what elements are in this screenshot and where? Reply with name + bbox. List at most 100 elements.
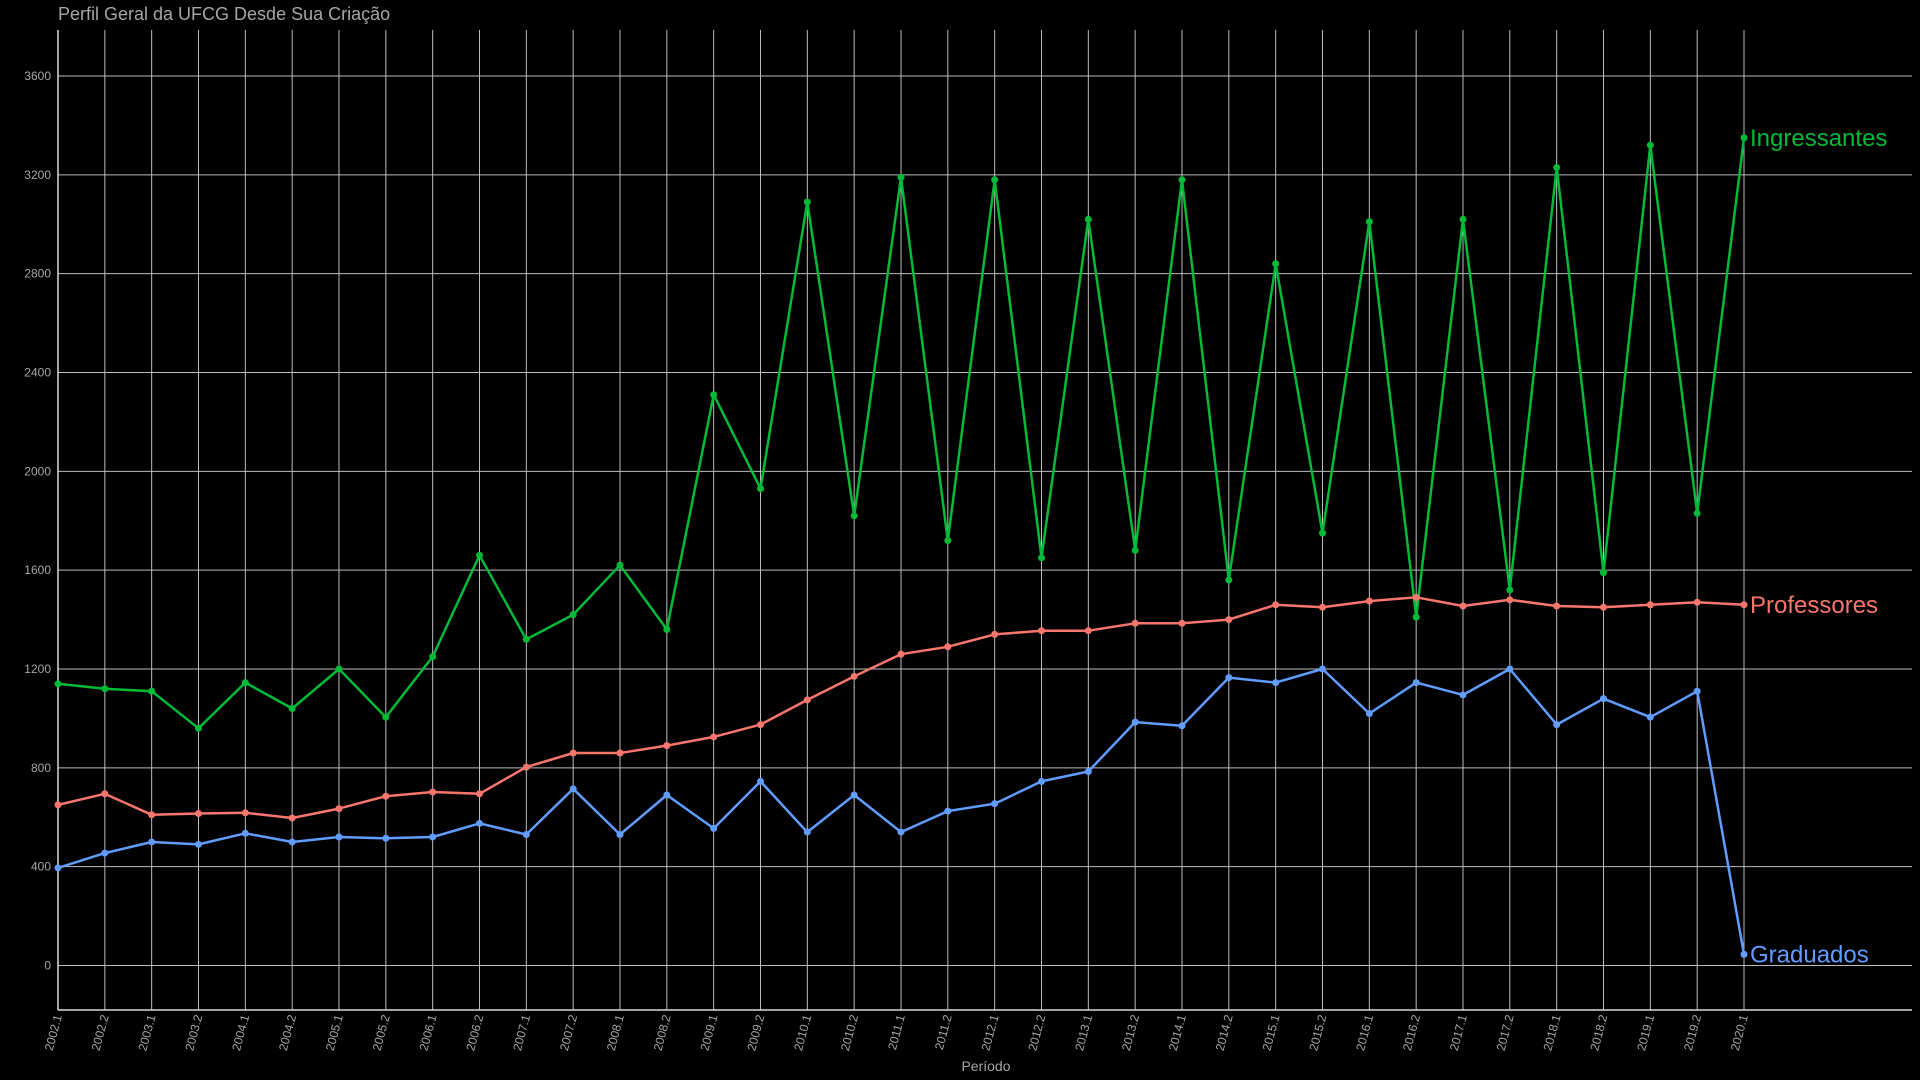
data-point-ingressantes — [1225, 576, 1233, 584]
data-point-graduados — [101, 849, 109, 857]
data-point-graduados — [850, 791, 858, 799]
x-tick-label: 2016.1 — [1353, 1013, 1376, 1052]
data-point-graduados — [1412, 679, 1420, 687]
data-point-graduados — [241, 829, 249, 837]
data-point-ingressantes — [1412, 613, 1420, 621]
x-tick-label: 2002.2 — [89, 1013, 112, 1052]
x-tick-label: 2002.1 — [42, 1013, 65, 1052]
data-point-ingressantes — [1693, 509, 1701, 517]
data-point-graduados — [757, 777, 764, 785]
data-point-professores — [944, 643, 952, 651]
data-point-graduados — [382, 834, 390, 842]
y-tick-label: 2400 — [24, 366, 51, 380]
x-tick-label: 2011.2 — [932, 1013, 955, 1052]
x-tick-label: 2007.2 — [557, 1013, 580, 1052]
data-point-professores — [616, 749, 624, 757]
data-point-ingressantes — [1272, 260, 1280, 268]
y-tick-label: 400 — [31, 860, 51, 874]
data-point-professores — [382, 792, 390, 800]
x-tick-label: 2004.2 — [276, 1013, 299, 1052]
data-point-graduados — [1506, 665, 1514, 673]
data-point-graduados — [710, 824, 718, 832]
data-point-graduados — [1038, 777, 1045, 785]
data-point-professores — [757, 721, 764, 729]
data-point-graduados — [1178, 722, 1186, 730]
x-tick-label: 2003.2 — [182, 1013, 205, 1052]
data-point-ingressantes — [1506, 586, 1514, 594]
data-point-ingressantes — [382, 713, 390, 721]
data-point-professores — [991, 630, 999, 638]
data-point-graduados — [803, 828, 811, 836]
y-tick-label: 1200 — [24, 662, 51, 676]
x-tick-label: 2009.2 — [744, 1013, 767, 1052]
data-point-graduados — [1740, 950, 1748, 958]
x-tick-label: 2013.2 — [1119, 1013, 1142, 1052]
data-point-professores — [1319, 603, 1326, 611]
x-tick-label: 2009.1 — [698, 1013, 721, 1052]
data-point-graduados — [1131, 718, 1139, 726]
data-point-graduados — [1600, 695, 1607, 703]
data-point-ingressantes — [1646, 141, 1654, 149]
series-label-professores: Professores — [1750, 592, 1878, 619]
data-point-professores — [1412, 593, 1420, 601]
data-point-graduados — [195, 840, 202, 848]
data-point-graduados — [1553, 721, 1561, 729]
data-point-professores — [195, 810, 202, 818]
data-point-professores — [1038, 627, 1045, 635]
x-tick-label: 2014.1 — [1166, 1013, 1189, 1052]
data-point-professores — [148, 811, 156, 819]
data-point-professores — [1272, 601, 1280, 609]
series-label-graduados: Graduados — [1750, 941, 1869, 968]
x-tick-label: 2010.1 — [791, 1013, 814, 1052]
data-point-ingressantes — [1178, 176, 1186, 184]
data-point-graduados — [148, 838, 156, 846]
data-point-ingressantes — [897, 173, 905, 181]
data-point-professores — [288, 814, 296, 822]
x-tick-labels: 2002.1 2002.2 2003.1 2003.2 2004.1 2004.2 2005… — [42, 1013, 1751, 1052]
data-point-ingressantes — [1084, 215, 1092, 223]
data-point-professores — [1740, 601, 1748, 609]
series-points — [54, 134, 1748, 958]
data-point-graduados — [1693, 687, 1701, 695]
x-tick-label: 2012.2 — [1025, 1013, 1048, 1052]
data-point-graduados — [1272, 679, 1280, 687]
data-point-ingressantes — [54, 680, 62, 688]
data-point-ingressantes — [335, 665, 343, 673]
y-tick-label: 0 — [44, 959, 51, 973]
data-point-professores — [1600, 603, 1607, 611]
data-point-professores — [1693, 598, 1701, 606]
data-point-ingressantes — [616, 561, 624, 569]
data-point-ingressantes — [991, 176, 999, 184]
data-point-professores — [1553, 602, 1561, 610]
y-tick-label: 1600 — [24, 563, 51, 577]
data-point-professores — [522, 763, 530, 771]
data-point-ingressantes — [241, 679, 249, 687]
data-point-graduados — [569, 785, 577, 793]
x-tick-label: 2011.1 — [885, 1013, 908, 1052]
x-tick-label: 2019.2 — [1681, 1013, 1704, 1052]
data-point-ingressantes — [429, 653, 437, 661]
x-axis-title: Período — [961, 1058, 1010, 1074]
data-point-ingressantes — [1038, 554, 1045, 562]
data-point-professores — [1506, 596, 1514, 604]
data-point-ingressantes — [476, 551, 483, 559]
data-point-graduados — [944, 807, 952, 815]
data-point-professores — [54, 801, 62, 809]
x-tick-label: 2008.1 — [604, 1013, 627, 1052]
x-tick-label: 2006.2 — [463, 1013, 486, 1052]
chart-title: Perfil Geral da UFCG Desde Sua Criação — [58, 4, 390, 24]
data-point-graduados — [1365, 709, 1373, 717]
data-point-graduados — [476, 819, 483, 827]
x-tick-label: 2015.2 — [1306, 1013, 1329, 1052]
x-tick-label: 2007.1 — [510, 1013, 533, 1052]
y-tick-label: 3600 — [24, 69, 51, 83]
data-point-graduados — [616, 831, 624, 839]
data-point-graduados — [288, 838, 296, 846]
data-point-ingressantes — [663, 625, 671, 633]
y-tick-label: 800 — [31, 761, 51, 775]
x-tick-label: 2012.1 — [979, 1013, 1002, 1052]
data-point-ingressantes — [1459, 215, 1467, 223]
x-tick-label: 2010.2 — [838, 1013, 861, 1052]
data-point-professores — [1131, 619, 1139, 627]
